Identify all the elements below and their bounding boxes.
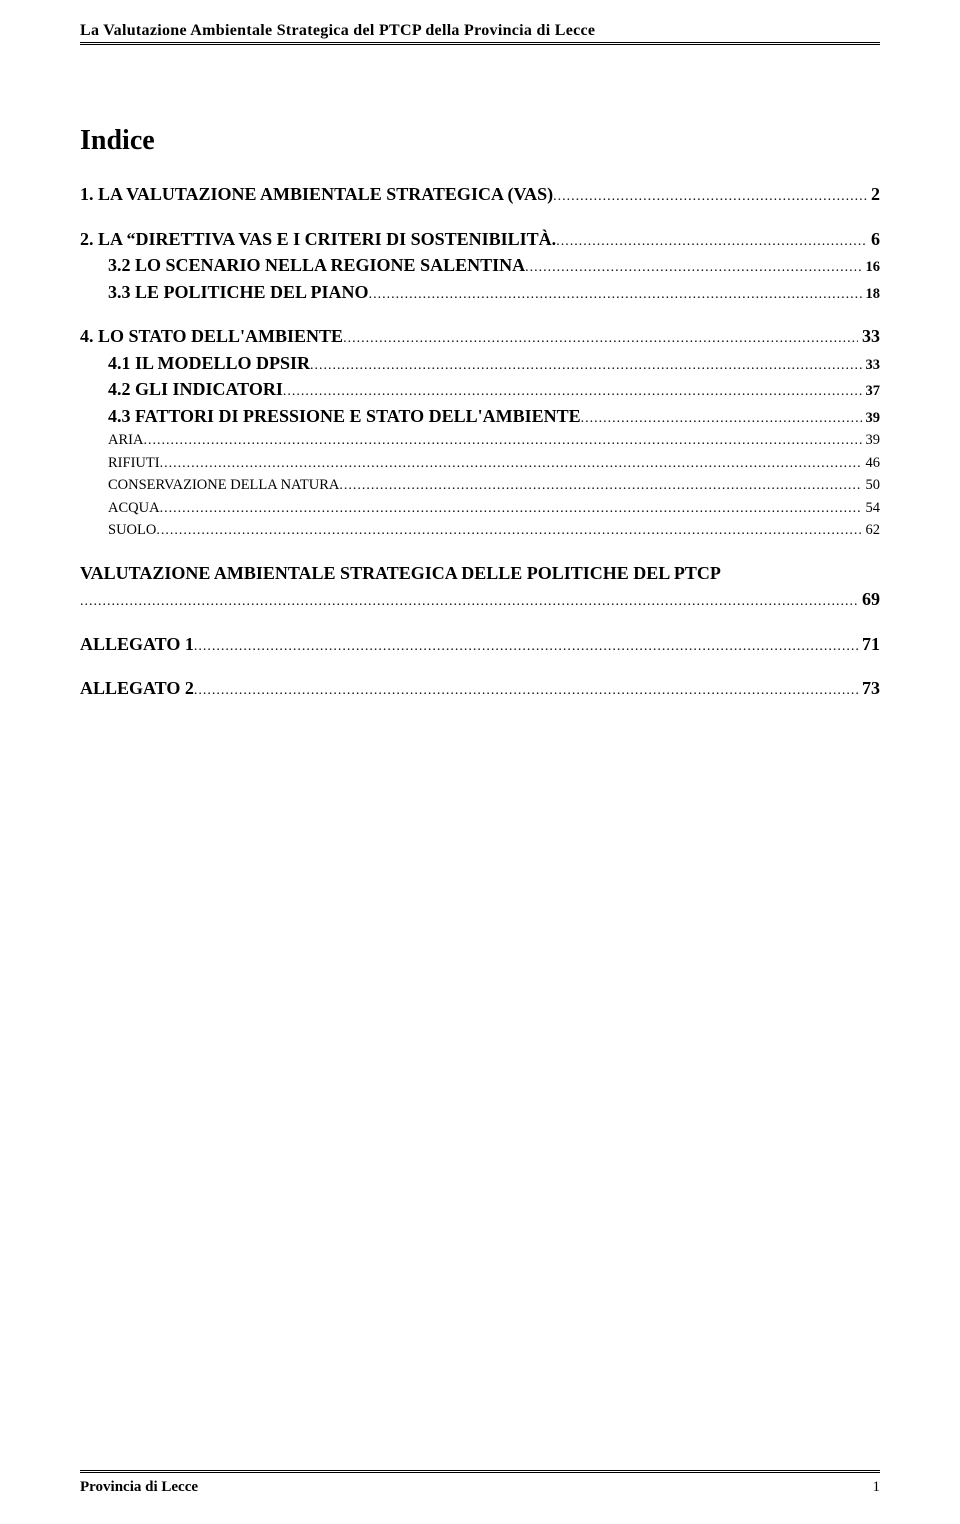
toc-entry: ARIA 39 bbox=[80, 431, 880, 450]
toc-leader bbox=[339, 477, 861, 495]
toc-leader bbox=[369, 286, 862, 304]
footer-left-text: Provincia di Lecce bbox=[80, 1479, 198, 1496]
toc-page: 6 bbox=[867, 228, 880, 251]
toc-label: 4. LO STATO DELL'AMBIENTE bbox=[80, 325, 343, 348]
spacer bbox=[80, 307, 880, 325]
toc-heading: Indice bbox=[80, 125, 880, 157]
toc-page: 62 bbox=[862, 521, 881, 539]
toc-label: 3.3 LE POLITICHE DEL PIANO bbox=[108, 281, 369, 304]
toc-entry: RIFIUTI 46 bbox=[80, 454, 880, 473]
toc-label: 4.2 GLI INDICATORI bbox=[108, 378, 283, 401]
footer-page-number: 1 bbox=[873, 1479, 881, 1496]
toc-leader bbox=[525, 259, 861, 277]
toc-entry-continuation: 69 bbox=[80, 588, 880, 611]
toc-leader bbox=[160, 500, 862, 518]
spacer bbox=[80, 615, 880, 633]
toc-page: 46 bbox=[862, 454, 881, 472]
spacer bbox=[80, 544, 880, 562]
toc-leader bbox=[283, 383, 862, 401]
toc-page: 50 bbox=[862, 476, 881, 494]
toc-page: 54 bbox=[862, 499, 881, 517]
toc-leader bbox=[156, 522, 861, 540]
toc-entry: 3.2 LO SCENARIO NELLA REGIONE SALENTINA … bbox=[80, 254, 880, 277]
toc-label: 1. LA VALUTAZIONE AMBIENTALE STRATEGICA … bbox=[80, 183, 553, 206]
toc-entry: 2. LA “DIRETTIVA VAS E I CRITERI DI SOST… bbox=[80, 228, 880, 251]
footer-rule bbox=[80, 1470, 880, 1473]
header-rule bbox=[80, 42, 880, 45]
toc-entry: 1. LA VALUTAZIONE AMBIENTALE STRATEGICA … bbox=[80, 183, 880, 206]
spacer bbox=[80, 210, 880, 228]
footer: Provincia di Lecce 1 bbox=[80, 1468, 880, 1496]
toc-entry: VALUTAZIONE AMBIENTALE STRATEGICA DELLE … bbox=[80, 562, 880, 585]
toc-entry: 4. LO STATO DELL'AMBIENTE 33 bbox=[80, 325, 880, 348]
toc-entry: SUOLO 62 bbox=[80, 521, 880, 540]
toc-entry: 4.2 GLI INDICATORI 37 bbox=[80, 378, 880, 401]
toc-entry: ALLEGATO 1 71 bbox=[80, 633, 880, 656]
toc-leader bbox=[160, 455, 862, 473]
header-title: La Valutazione Ambientale Strategica del… bbox=[80, 22, 880, 40]
toc-label: ALLEGATO 2 bbox=[80, 677, 194, 700]
toc-label: ALLEGATO 1 bbox=[80, 633, 194, 656]
toc-page: 33 bbox=[862, 356, 881, 374]
toc-leader bbox=[80, 593, 858, 611]
toc-page: 73 bbox=[858, 677, 880, 700]
spacer bbox=[80, 659, 880, 677]
toc-label: VALUTAZIONE AMBIENTALE STRATEGICA DELLE … bbox=[80, 562, 880, 585]
toc-leader bbox=[553, 188, 867, 206]
toc-page: 69 bbox=[858, 588, 880, 611]
toc-leader bbox=[143, 432, 861, 450]
toc-page: 18 bbox=[862, 285, 881, 303]
toc-page: 39 bbox=[862, 409, 881, 427]
toc-label: 2. LA “DIRETTIVA VAS E I CRITERI DI SOST… bbox=[80, 228, 556, 251]
toc-leader bbox=[194, 682, 858, 700]
toc-page: 39 bbox=[862, 431, 881, 449]
toc-page: 71 bbox=[858, 633, 880, 656]
toc-leader bbox=[310, 357, 861, 375]
toc-entry: 4.1 IL MODELLO DPSIR 33 bbox=[80, 352, 880, 375]
toc-page: 37 bbox=[862, 382, 881, 400]
toc: 1. LA VALUTAZIONE AMBIENTALE STRATEGICA … bbox=[80, 183, 880, 700]
toc-leader bbox=[194, 638, 858, 656]
toc-entry: CONSERVAZIONE DELLA NATURA 50 bbox=[80, 476, 880, 495]
toc-leader bbox=[343, 330, 858, 348]
toc-label: 3.2 LO SCENARIO NELLA REGIONE SALENTINA bbox=[108, 254, 525, 277]
toc-label: RIFIUTI bbox=[108, 454, 160, 472]
toc-label: ACQUA bbox=[108, 499, 160, 517]
toc-entry: ACQUA 54 bbox=[80, 499, 880, 518]
toc-entry: ALLEGATO 2 73 bbox=[80, 677, 880, 700]
toc-label: ARIA bbox=[108, 431, 143, 449]
toc-label: CONSERVAZIONE DELLA NATURA bbox=[108, 476, 339, 494]
toc-entry: 3.3 LE POLITICHE DEL PIANO 18 bbox=[80, 281, 880, 304]
toc-page: 16 bbox=[862, 258, 881, 276]
toc-page: 2 bbox=[867, 183, 880, 206]
toc-leader bbox=[556, 233, 867, 251]
footer-row: Provincia di Lecce 1 bbox=[80, 1479, 880, 1496]
toc-leader bbox=[581, 410, 862, 428]
toc-page: 33 bbox=[858, 325, 880, 348]
toc-label: 4.1 IL MODELLO DPSIR bbox=[108, 352, 310, 375]
toc-entry: 4.3 FATTORI DI PRESSIONE E STATO DELL'AM… bbox=[80, 405, 880, 428]
toc-label: SUOLO bbox=[108, 521, 156, 539]
toc-label: 4.3 FATTORI DI PRESSIONE E STATO DELL'AM… bbox=[108, 405, 581, 428]
document-page: La Valutazione Ambientale Strategica del… bbox=[0, 0, 960, 1524]
